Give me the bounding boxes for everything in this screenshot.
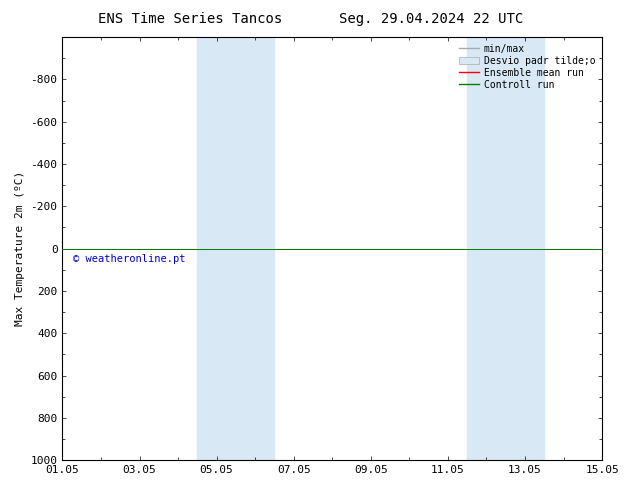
Text: © weatheronline.pt: © weatheronline.pt [73,254,186,264]
Bar [467,37,545,460]
Legend: min/max, Desvio padr tilde;o, Ensemble mean run, Controll run: min/max, Desvio padr tilde;o, Ensemble m… [458,42,597,92]
Text: ENS Time Series Tancos: ENS Time Series Tancos [98,12,282,26]
Y-axis label: Max Temperature 2m (ºC): Max Temperature 2m (ºC) [15,171,25,326]
Text: Seg. 29.04.2024 22 UTC: Seg. 29.04.2024 22 UTC [339,12,523,26]
Bar [197,37,275,460]
